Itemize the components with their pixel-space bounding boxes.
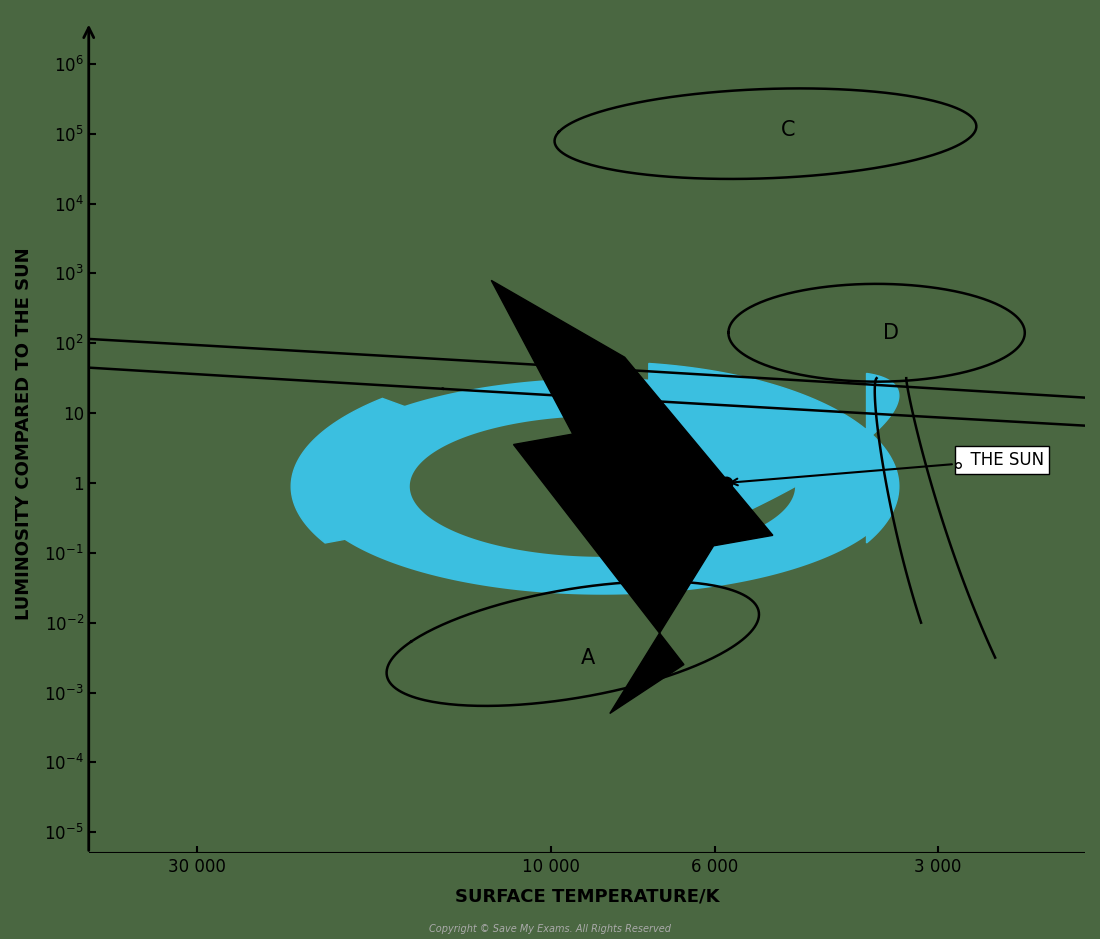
X-axis label: SURFACE TEMPERATURE/K: SURFACE TEMPERATURE/K [454,887,719,905]
Text: Copyright © Save My Exams. All Rights Reserved: Copyright © Save My Exams. All Rights Re… [429,924,671,934]
Polygon shape [292,398,425,543]
Text: A: A [581,648,595,668]
PathPatch shape [306,378,899,594]
Text: B: B [543,358,558,377]
Text: D: D [883,323,900,343]
Text: C: C [780,120,795,140]
Polygon shape [492,281,773,714]
Polygon shape [649,363,899,553]
Y-axis label: LUMINOSITY COMPARED TO THE SUN: LUMINOSITY COMPARED TO THE SUN [15,248,33,621]
Text: THE SUN: THE SUN [732,451,1044,485]
